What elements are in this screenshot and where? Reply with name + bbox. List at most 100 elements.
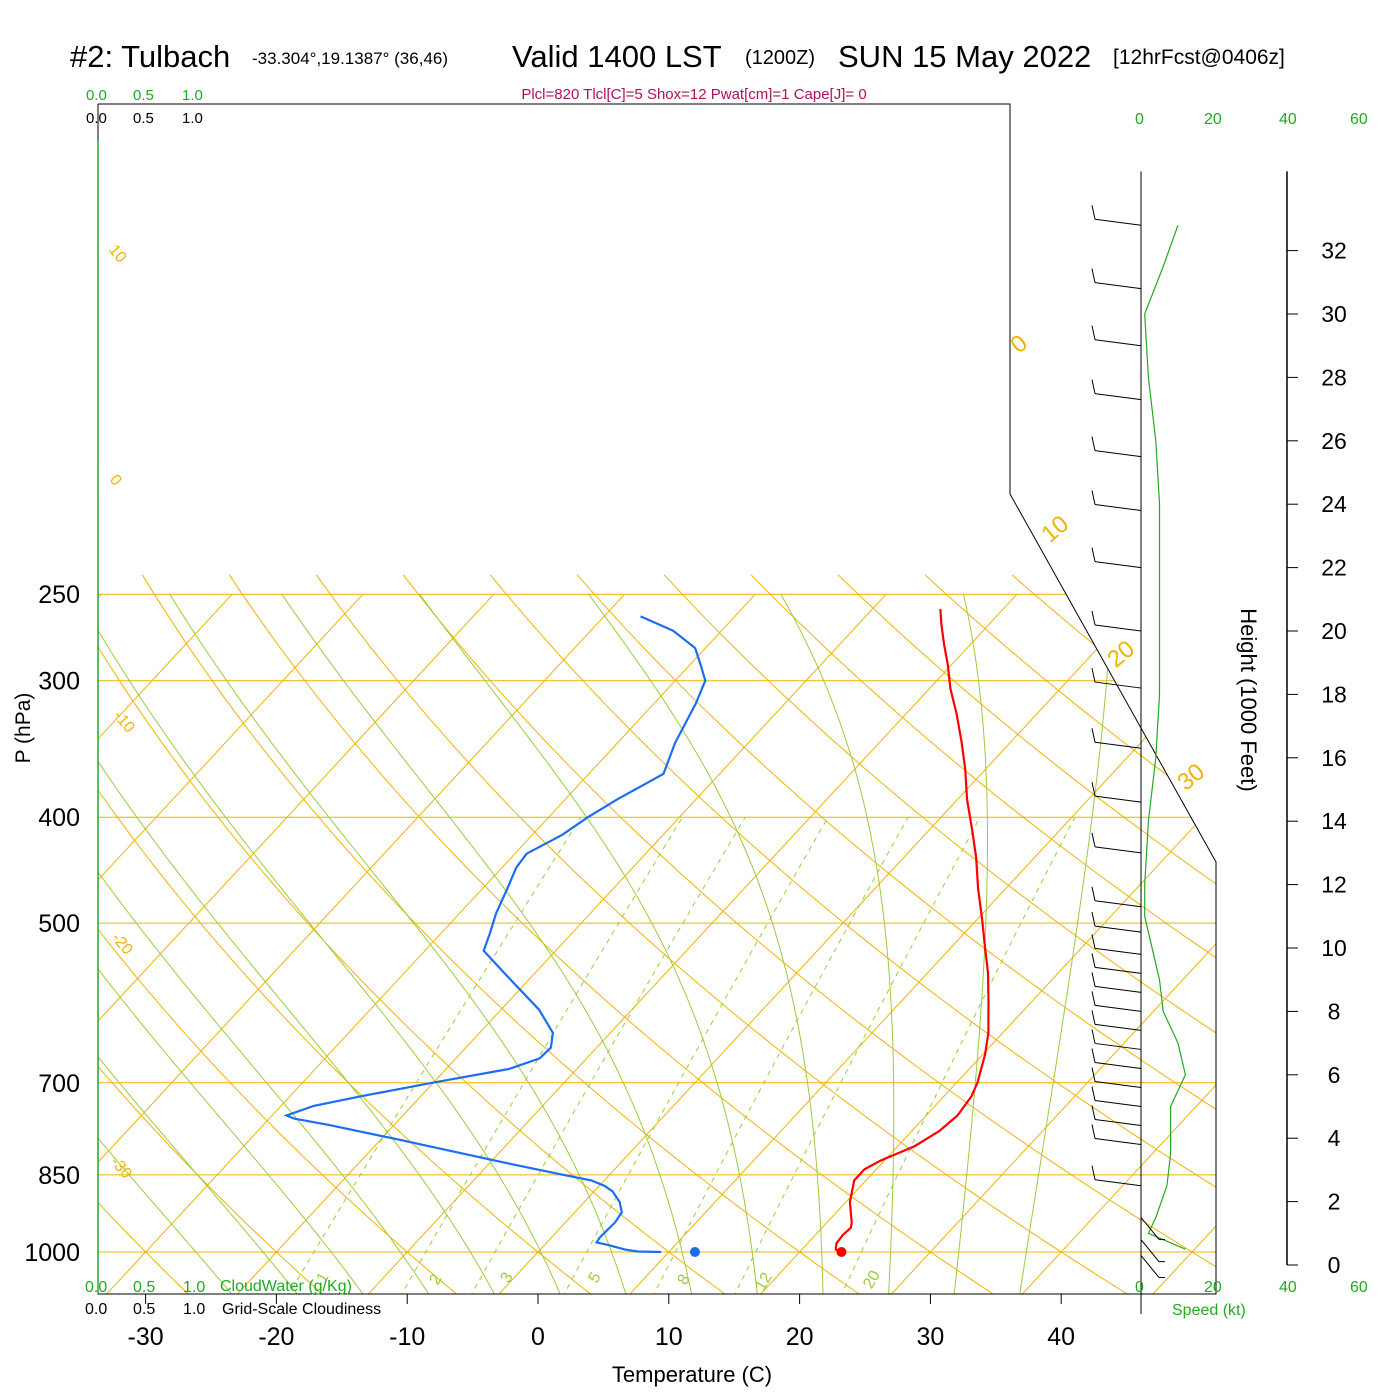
- wind-barb-flag: [1091, 268, 1096, 283]
- wind-barb: [1094, 846, 1142, 854]
- height-tick-label: 14: [1321, 808, 1347, 834]
- dry-adiabat-line: [402, 574, 1216, 1294]
- wind-barb: [1140, 1255, 1160, 1278]
- wind-barb-flag: [1091, 886, 1096, 901]
- speed-scale-top: 0 20 40 60: [1135, 111, 1368, 128]
- wind-barb-flag: [1091, 1010, 1096, 1025]
- height-tick-label: 12: [1321, 872, 1347, 898]
- wind-barb-flag: [1091, 1048, 1096, 1063]
- cloudiness-tick: 1.0: [182, 110, 203, 127]
- dry-adiabat-line: [315, 574, 1133, 1294]
- moist-adiabat-line: [98, 594, 301, 1294]
- wind-barb-flag: [1091, 1124, 1096, 1139]
- coordinates: -33.304°,19.1387° (36,46): [252, 49, 448, 68]
- height-tick-label: 16: [1321, 745, 1347, 771]
- x-tick-label: -10: [389, 1323, 425, 1351]
- isotherm-line: [495, 593, 1149, 1294]
- mixing-ratio-label: 5: [586, 1270, 605, 1286]
- cloudwater-scale-top: 0.0 0.5 1.0: [86, 87, 203, 104]
- height-tick-label: 24: [1321, 491, 1347, 517]
- cloudiness-scale-bottom: 0.0 0.5 1.0 Grid-Scale Cloudiness: [85, 1301, 381, 1318]
- x-tick-label: 40: [1047, 1323, 1075, 1351]
- cloudiness-tick: 1.0: [183, 1301, 205, 1318]
- height-tick-label: 32: [1321, 238, 1347, 264]
- wind-barb: [1094, 1119, 1142, 1127]
- mixing-ratio-label: 20: [860, 1268, 884, 1292]
- wind-barb-flag: [1091, 782, 1096, 797]
- pressure-tick-label: 400: [38, 804, 80, 832]
- isotherm-line: [888, 593, 1216, 1294]
- wind-barb: [1094, 741, 1142, 749]
- mixing-ratio-label: 12: [752, 1270, 776, 1294]
- cloudwater-label: CloudWater (g/Kg): [220, 1278, 352, 1295]
- isotherm-label: 30: [1172, 758, 1210, 796]
- pressure-tick-label: 300: [38, 668, 80, 696]
- wind-barb: [1094, 1004, 1142, 1012]
- cloudwater-tick: 0.5: [133, 1279, 155, 1296]
- isotherm-line: [98, 593, 625, 1294]
- params-line: Plcl=820 Tlcl[C]=5 Shox=12 Pwat[cm]=1 Ca…: [521, 86, 866, 103]
- wind-barb-flag: [1091, 1029, 1096, 1044]
- moist-adiabat-line: [953, 594, 988, 1294]
- height-tick-label: 2: [1328, 1189, 1341, 1215]
- mixing-ratio-line: [469, 816, 746, 1294]
- moist-adiabat-line: [419, 593, 759, 1294]
- dry-adiabat-line: [576, 574, 1216, 1294]
- dry-adiabat-line: [750, 574, 1216, 1294]
- mixing-ratio-line: [651, 816, 909, 1294]
- wind-barb: [1094, 900, 1142, 908]
- height-tick-label: 30: [1321, 301, 1347, 327]
- wind-barb: [1094, 925, 1142, 933]
- height-axis-label: Height (1000 Feet): [1236, 608, 1261, 791]
- wind-barb: [1094, 1061, 1142, 1069]
- pressure-tick-label: 1000: [24, 1239, 80, 1267]
- wind-barb-flag: [1091, 379, 1096, 394]
- wind-barb-flag: [1091, 1086, 1096, 1101]
- speed-label: Speed (kt): [1172, 1302, 1246, 1319]
- wind-barb: [1094, 561, 1142, 569]
- mixing-ratio-line: [733, 816, 981, 1294]
- moist-adiabat-line: [588, 593, 824, 1294]
- wind-barb-flag: [1091, 667, 1096, 683]
- moist-adiabat-line: [98, 594, 235, 1294]
- dry-adiabat-line: [98, 574, 730, 1294]
- dry-adiabat-line: [489, 574, 1216, 1294]
- mixing-ratio-line: [399, 816, 683, 1294]
- wind-barb-flag: [1091, 1067, 1096, 1082]
- isotherm-line: [1149, 593, 1216, 1294]
- cloudiness-tick: 0.0: [86, 110, 107, 127]
- wind-speed-line: [1144, 224, 1187, 1250]
- cloudwater-tick: 1.0: [183, 1279, 205, 1296]
- dry-adiabat-line: [228, 574, 999, 1294]
- x-tick-label: -30: [128, 1323, 164, 1351]
- wind-barb: [1094, 450, 1142, 458]
- wind-barb-flag: [1091, 547, 1096, 562]
- wind-barb-flag: [1091, 953, 1096, 968]
- isotherm-line: [1018, 593, 1216, 1294]
- isotherm-line: [98, 593, 364, 1294]
- moist-adiabat-line: [98, 593, 562, 1294]
- height-tick-label: 20: [1321, 618, 1347, 644]
- station-title: #2: Tulbach: [70, 39, 230, 74]
- dry-adiabat-line: [98, 574, 461, 1294]
- wind-barb: [1094, 282, 1142, 290]
- height-tick-label: 4: [1328, 1125, 1341, 1151]
- height-tick-label: 28: [1321, 364, 1347, 390]
- dewpoint-surface-marker: [689, 1247, 700, 1257]
- diagram-grid: [98, 574, 1216, 1294]
- x-tick-label: -20: [258, 1323, 294, 1351]
- cloudiness-tick: 0.5: [133, 110, 154, 127]
- dewpoint-profile: [283, 615, 707, 1254]
- moist-adiabat-line: [98, 593, 366, 1294]
- wind-barb: [1094, 1138, 1142, 1146]
- wind-barb-flag: [1091, 832, 1096, 848]
- moist-adiabat-line: [98, 593, 497, 1294]
- wind-barb: [1094, 393, 1142, 401]
- mixing-ratio-line: [562, 816, 829, 1294]
- wind-barb: [1094, 1023, 1142, 1031]
- wind-barb-flag: [1091, 972, 1096, 987]
- valid-time: Valid 1400 LST: [512, 39, 722, 74]
- speed-tick: 40: [1279, 1279, 1297, 1296]
